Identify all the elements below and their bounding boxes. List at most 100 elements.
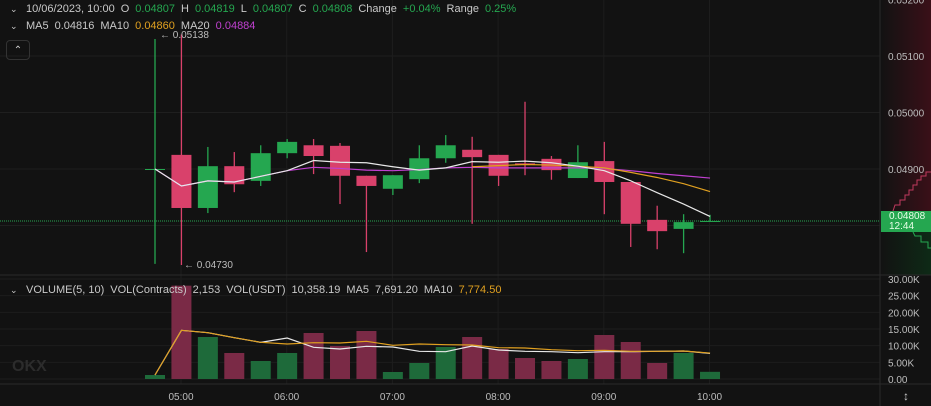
time-tick-label: 09:00 (591, 392, 616, 403)
range-value: 0.25% (484, 3, 517, 15)
volume-bar (356, 331, 377, 379)
volume-bar (277, 353, 298, 379)
high-value: 0.04819 (194, 3, 235, 15)
volume-bar (250, 361, 271, 379)
volume-bar (620, 342, 641, 379)
ma20-value: 0.04884 (215, 20, 256, 32)
candle-body (567, 162, 588, 179)
candle-body (462, 149, 483, 158)
candle-body (594, 161, 615, 182)
volume-bar (197, 337, 218, 379)
vol-ma5-label: MA5 (346, 284, 370, 296)
axis-resize-icon[interactable]: ↕ (903, 389, 909, 403)
price-tick-label: 0.05000 (888, 109, 925, 120)
chevron-down-icon[interactable]: ⌄ (10, 3, 18, 14)
vol-ma10-value: 7,774.50 (458, 284, 502, 296)
candle-body (673, 222, 694, 229)
price-tick-label: 0.05100 (888, 52, 925, 63)
volume-bar (541, 361, 562, 379)
ma5-label: MA5 (26, 20, 49, 32)
vol-ma10-label: MA10 (423, 284, 453, 296)
volume-bar (224, 353, 245, 379)
range-label: Range (446, 3, 479, 15)
candle-body (224, 166, 245, 185)
low-annotation: ← 0.04730 (184, 260, 233, 271)
volume-ma10-line (154, 329, 711, 376)
candle-body (277, 141, 298, 154)
close-value: 0.04808 (312, 3, 353, 15)
bid-depth-area (881, 232, 931, 275)
ma-legend: ⌄ MA5 0.04816 MA10 0.04860 MA20 0.04884 (10, 20, 255, 32)
volume-tick-label: 20.00K (888, 308, 920, 319)
low-label: L (240, 3, 247, 15)
volume-bar (567, 359, 588, 379)
bid-depth-line (912, 231, 931, 249)
volume-bar (330, 346, 351, 379)
low-value: 0.04807 (252, 3, 293, 15)
ma20-label: MA20 (180, 20, 210, 32)
vol-contracts-label: VOL(Contracts) (110, 284, 187, 296)
volume-bar (462, 337, 483, 379)
high-annotation: ← 0.05138 (160, 30, 209, 41)
last-price-value: 0.04808 (889, 211, 926, 222)
volume-bar (303, 333, 324, 379)
ma10-label: MA10 (100, 20, 130, 32)
collapse-legend-button[interactable]: ⌃ (6, 40, 30, 60)
vol-usdt-label: VOL(USDT) (226, 284, 286, 296)
volume-tick-label: 30.00K (888, 275, 920, 286)
volume-tick-label: 25.00K (888, 292, 920, 303)
candle-body (620, 181, 641, 224)
change-value: +0.04% (402, 3, 441, 15)
okx-logo-text: OKX (12, 358, 47, 375)
candle-body (435, 145, 456, 159)
candle-body (382, 175, 403, 189)
volume-tick-label: 10.00K (888, 342, 920, 353)
volume-bar (435, 347, 456, 379)
volume-bar (647, 363, 668, 379)
time-tick-label: 05:00 (168, 392, 193, 403)
volume-bar (673, 353, 694, 379)
volume-bar (594, 335, 615, 379)
volume-tick-label: 0.00 (888, 375, 908, 386)
volume-title: VOLUME(5, 10) (26, 284, 105, 296)
volume-bar (171, 285, 192, 379)
ma10-line (472, 163, 711, 193)
vol-usdt-value: 10,358.19 (291, 284, 341, 296)
time-tick-label: 08:00 (486, 392, 511, 403)
time-tick-label: 10:00 (697, 392, 722, 403)
ask-depth-area (881, 0, 931, 211)
candle-countdown: 12:44 (889, 221, 915, 232)
open-label: O (120, 3, 130, 15)
time-tick-label: 07:00 (380, 392, 405, 403)
volume-bar (700, 371, 721, 379)
change-label: Change (358, 3, 397, 15)
volume-bar (382, 372, 403, 379)
vol-ma5-value: 7,691.20 (375, 284, 418, 296)
close-label: C (298, 3, 307, 15)
ma5-value: 0.04816 (54, 20, 95, 32)
price-tick-label: 0.05200 (888, 0, 925, 7)
last-price-badge: 0.04808 12:44 (881, 211, 931, 232)
volume-legend: ⌄ VOLUME(5, 10) VOL(Contracts) 2,153 VOL(… (10, 284, 501, 296)
candle-body (409, 158, 430, 180)
volume-bar (488, 349, 509, 379)
candle-body (303, 145, 324, 157)
candle-body (356, 175, 377, 186)
ma5-line (154, 159, 711, 218)
ask-depth-line (892, 171, 931, 212)
price-tick-label: 0.04900 (888, 165, 925, 176)
candle-body (197, 166, 218, 208)
volume-bar (515, 358, 536, 379)
chevron-down-icon[interactable]: ⌄ (10, 20, 18, 31)
candle-body (171, 154, 192, 208)
high-label: H (181, 3, 189, 15)
chevron-down-icon[interactable]: ⌄ (10, 284, 18, 295)
datetime: 10/06/2023, 10:00 (26, 3, 115, 15)
candle-body (250, 153, 271, 181)
volume-tick-label: 5.00K (888, 358, 914, 369)
candle-body (647, 219, 668, 232)
vol-contracts-value: 2,153 (192, 284, 221, 296)
ma10-value: 0.04860 (135, 20, 175, 32)
volume-tick-label: 15.00K (888, 325, 920, 336)
